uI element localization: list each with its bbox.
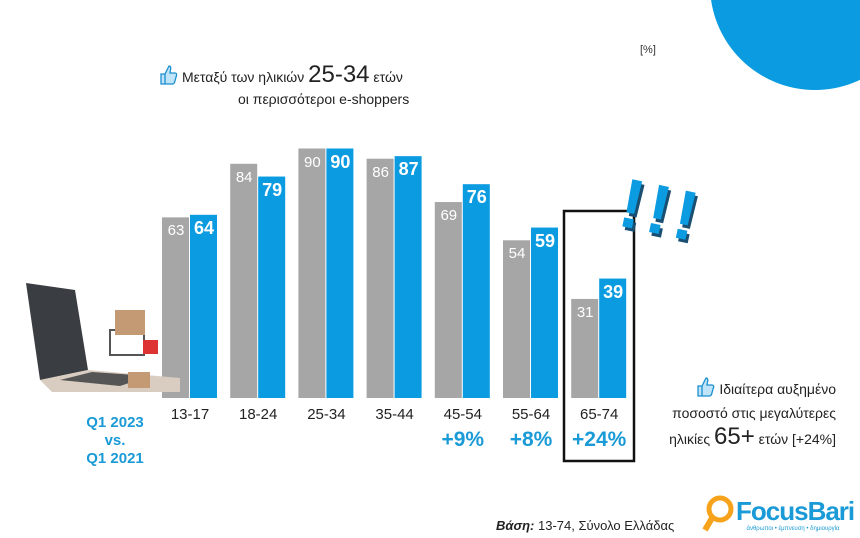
focusbari-logo: FocusBari άνθρωποι • έμπνευση • δημιουργ… bbox=[702, 494, 855, 538]
bar-q1-2023 bbox=[599, 278, 627, 398]
bar-q1-2021 bbox=[503, 240, 530, 398]
bar-q1-2023 bbox=[190, 214, 217, 398]
value-label: 84 bbox=[235, 168, 253, 186]
magnifier-icon bbox=[702, 495, 734, 532]
logo-tagline: άνθρωποι • έμπνευση • δημιουργία bbox=[746, 526, 840, 532]
value-label: 90 bbox=[304, 153, 321, 171]
value-label: 90 bbox=[330, 151, 351, 172]
callout-text: ποσοστό στις μεγαλύτερες bbox=[672, 405, 836, 421]
bar-q1-2021 bbox=[434, 202, 462, 398]
base-text: 13-74, Σύνολο Ελλάδας bbox=[537, 518, 675, 533]
bar-q1-2023 bbox=[326, 148, 354, 398]
value-label: 39 bbox=[603, 281, 624, 302]
callout-text: ετών [+24%] bbox=[758, 431, 836, 447]
category-label: 45-54 bbox=[443, 406, 482, 423]
value-label: 63 bbox=[167, 222, 185, 240]
bar-q1-2021 bbox=[571, 298, 599, 398]
unit-label: [%] bbox=[640, 44, 656, 56]
footer-base: Βάση: 13-74, Σύνολο Ελλάδας bbox=[496, 518, 674, 533]
value-label: 54 bbox=[508, 245, 526, 263]
value-label: 59 bbox=[534, 230, 556, 251]
change-label: +24% bbox=[572, 428, 627, 451]
laptop-illustration bbox=[26, 283, 180, 392]
category-label: 13-17 bbox=[170, 406, 210, 423]
value-label: 64 bbox=[193, 217, 215, 238]
callout-text: ετών bbox=[373, 69, 403, 85]
callout-text: Μεταξύ των ηλικιών bbox=[182, 69, 305, 85]
highlight-box bbox=[562, 209, 636, 463]
bar-q1-2023 bbox=[531, 227, 558, 398]
value-label: 87 bbox=[398, 159, 419, 180]
callout-top: Μεταξύ των ηλικιών 25-34 ετών οι περισσό… bbox=[158, 61, 410, 110]
category-label: 18-24 bbox=[239, 406, 278, 423]
category-label: 25-34 bbox=[307, 406, 346, 423]
bar-q1-2023 bbox=[462, 184, 490, 398]
decorative-corner-circle bbox=[711, 0, 860, 90]
comparison-label: Q1 2023 vs. Q1 2021 bbox=[60, 414, 170, 468]
category-label: 55-64 bbox=[511, 406, 551, 423]
callout-text: ηλικίες bbox=[669, 431, 711, 447]
category-label: 65-74 bbox=[580, 406, 619, 423]
callout-text: οι περισσότεροι e-shoppers bbox=[238, 91, 410, 107]
bar-q1-2021 bbox=[298, 148, 326, 398]
value-label: 69 bbox=[440, 207, 458, 225]
callout-highlight: 65+ bbox=[714, 423, 755, 450]
change-label: +9% bbox=[441, 428, 485, 451]
comparison-line: vs. bbox=[104, 432, 126, 449]
logo-name: FocusBari bbox=[736, 496, 855, 526]
comparison-line: Q1 2023 bbox=[86, 414, 144, 431]
callout-highlight: 25-34 bbox=[308, 61, 370, 88]
comparison-line: Q1 2021 bbox=[86, 450, 144, 467]
value-label: 79 bbox=[262, 179, 283, 200]
change-label: +8% bbox=[509, 428, 553, 451]
bar-q1-2023 bbox=[258, 176, 286, 398]
category-label: 35-44 bbox=[375, 406, 414, 423]
value-label: 76 bbox=[466, 187, 487, 208]
callout-right: Ιδιαίτερα αυξημένο ποσοστό στις μεγαλύτε… bbox=[646, 376, 836, 451]
bar-q1-2021 bbox=[162, 217, 189, 398]
callout-text: Ιδιαίτερα αυξημένο bbox=[719, 381, 836, 397]
bar-q1-2021 bbox=[366, 158, 394, 398]
bar-q1-2021 bbox=[230, 163, 258, 398]
base-label: Βάση: bbox=[496, 518, 535, 533]
value-label: 31 bbox=[576, 303, 594, 321]
thumbs-up-icon bbox=[158, 64, 178, 86]
value-label: 86 bbox=[372, 163, 389, 181]
thumbs-up-icon bbox=[695, 376, 715, 398]
bar-q1-2023 bbox=[394, 156, 422, 398]
exclamation-marks: !!! bbox=[612, 163, 710, 257]
